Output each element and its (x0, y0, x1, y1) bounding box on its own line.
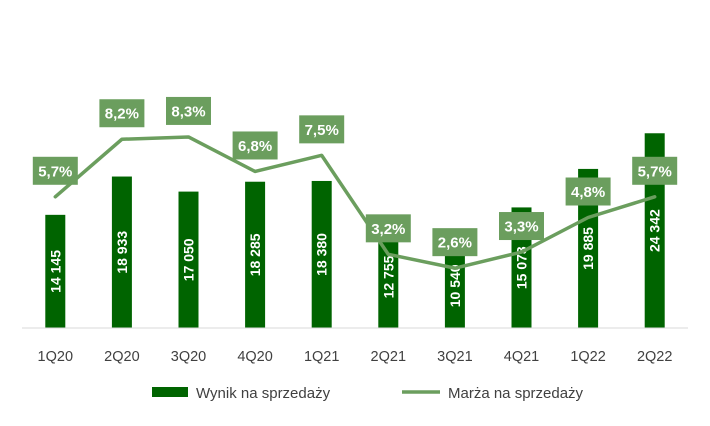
bar-value-label-3Q21: 10 540 (447, 264, 463, 307)
margin-label-text: 2,6% (438, 235, 472, 252)
line-layer: 5,7% 8,2% 8,3% 6,8% 7,5% 3,2% 2,6% 3,3% 4,8% 5,7% (32, 96, 678, 270)
margin-label-box (232, 131, 278, 160)
margin-label-box (99, 99, 145, 128)
margin-label-1Q21: 7,5% (299, 115, 345, 144)
margin-line (53, 135, 657, 270)
margin-label-1Q22: 4,8% (565, 177, 611, 206)
bar-value-label-4Q20: 18 285 (247, 233, 263, 276)
x-tick-1Q22: 1Q22 (570, 349, 605, 365)
x-tick-1Q21: 1Q21 (304, 349, 339, 365)
x-tick-2Q20: 2Q20 (104, 349, 139, 365)
margin-label-text: 8,3% (171, 103, 205, 120)
bar-value-label-2Q22: 24 342 (647, 209, 663, 252)
margin-label-box (166, 96, 211, 125)
margin-label-box (299, 115, 345, 144)
bar-value-label-2Q20: 18 933 (114, 231, 130, 274)
legend-swatch-bar (152, 387, 188, 397)
x-tick-4Q21: 4Q21 (504, 349, 539, 365)
x-tick-1Q20: 1Q20 (38, 349, 73, 365)
bar-value-label-3Q20: 17 050 (181, 238, 197, 281)
margin-label-2Q21: 3,2% (365, 214, 411, 243)
bar-1Q22 (578, 168, 599, 328)
margin-label-box (432, 228, 478, 257)
x-tick-3Q20: 3Q20 (171, 349, 206, 365)
margin-label-1Q20: 5,7% (32, 156, 78, 185)
margin-label-box (565, 177, 611, 206)
x-tick-2Q22: 2Q22 (637, 349, 672, 365)
margin-label-3Q20: 8,3% (166, 96, 211, 125)
x-tick-3Q21: 3Q21 (437, 349, 472, 365)
margin-label-box (32, 156, 78, 185)
bar-4Q20 (245, 181, 266, 328)
margin-label-text: 5,7% (38, 163, 72, 180)
bar-value-label-1Q20: 14 145 (47, 250, 63, 293)
margin-label-text: 4,8% (571, 184, 605, 201)
margin-label-text: 5,7% (638, 163, 672, 180)
bar-value-label-4Q21: 15 073 (514, 246, 530, 289)
margin-label-4Q20: 6,8% (232, 131, 278, 160)
legend-label-line: Marża na sprzedaży (448, 385, 584, 402)
margin-label-text: 8,2% (105, 106, 139, 123)
bars-layer: 14 145 18 933 17 050 18 285 18 380 12 755 10 5… (45, 133, 665, 328)
x-tick-labels: 1Q20 2Q20 3Q20 4Q20 1Q21 2Q21 3Q21 4Q21 1Q22 2Q22 (38, 349, 673, 365)
bar-3Q20 (178, 191, 199, 328)
margin-label-text: 3,2% (371, 221, 405, 238)
bar-3Q21 (444, 243, 465, 328)
margin-label-2Q22: 5,7% (632, 156, 678, 185)
margin-label-text: 3,3% (504, 219, 538, 236)
bar-2Q20 (111, 176, 132, 328)
bar-2Q21 (378, 225, 399, 328)
bar-value-label-2Q21: 12 755 (380, 255, 396, 298)
margin-label-4Q21: 3,3% (499, 212, 544, 241)
bar-1Q21 (311, 180, 332, 328)
bar-value-label-1Q22: 19 885 (580, 227, 596, 270)
margin-label-box (499, 212, 544, 241)
margin-label-3Q21: 2,6% (432, 228, 478, 257)
margin-label-box (632, 156, 678, 185)
x-tick-2Q21: 2Q21 (371, 349, 406, 365)
x-tick-4Q20: 4Q20 (237, 349, 272, 365)
margin-label-2Q20: 8,2% (99, 99, 145, 128)
bar-value-label-1Q21: 18 380 (314, 233, 330, 276)
legend: Wynik na sprzedaży Marża na sprzedaży (152, 385, 584, 402)
margin-label-text: 6,8% (238, 138, 272, 155)
legend-label-bar: Wynik na sprzedaży (196, 385, 331, 402)
margin-label-box (365, 214, 411, 243)
bar-1Q20 (45, 214, 66, 328)
margin-label-text: 7,5% (305, 122, 339, 139)
